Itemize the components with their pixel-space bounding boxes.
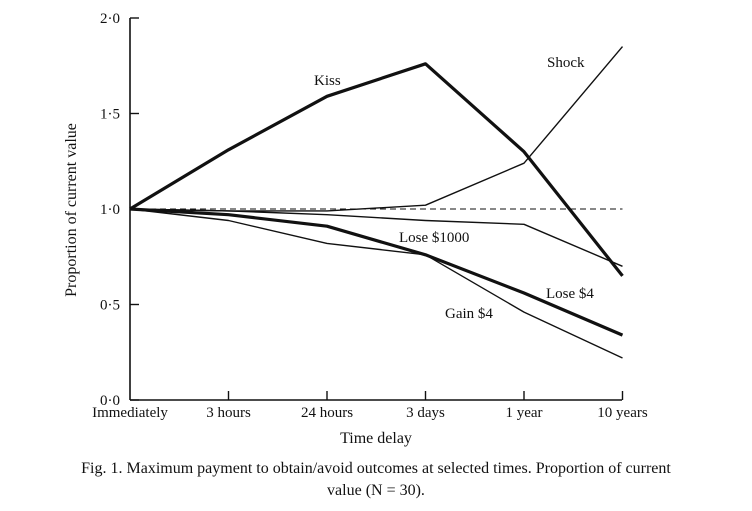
x-axis-title: Time delay: [340, 430, 412, 447]
y-tick-label-0: 0·0: [100, 393, 120, 409]
x-tick-label-10-years: 10 years: [597, 405, 648, 421]
x-tick-label-immediately: Immediately: [92, 405, 168, 421]
series-label-kiss: Kiss: [314, 73, 341, 89]
series-line-shock: [129, 46, 624, 212]
y-ticks: 0·0 0·5 1·0 1·5 2·0: [100, 11, 139, 409]
series-line-gain-4: [129, 208, 623, 359]
series-label-shock: Shock: [547, 55, 585, 71]
x-tick-label-1-year: 1 year: [505, 405, 542, 421]
figure-caption: Fig. 1. Maximum payment to obtain/avoid …: [0, 458, 752, 502]
series-label-lose-1000: Lose $1000: [399, 230, 469, 246]
y-axis-title: Proportion of current value: [63, 123, 80, 297]
series-label-gain-4: Gain $4: [445, 306, 493, 322]
caption-line-1: Fig. 1. Maximum payment to obtain/avoid …: [81, 460, 671, 477]
series-line-lose-1000: [129, 208, 623, 267]
series-label-lose-4: Lose $4: [546, 286, 594, 302]
series-line-kiss: [129, 62, 624, 277]
line-chart: 0·0 0·5 1·0 1·5 2·0 Immediately 3 hours 24 hou…: [63, 11, 648, 447]
caption-line-2: value (N = 30).: [327, 482, 425, 499]
y-tick-label-2: 1·0: [100, 202, 120, 218]
y-tick-label-4: 2·0: [100, 11, 120, 27]
series-line-lose-4: [129, 207, 624, 337]
x-tick-label-24-hours: 24 hours: [301, 405, 353, 421]
y-tick-label-1: 0·5: [100, 298, 120, 314]
x-tick-label-3-days: 3 days: [406, 405, 445, 421]
y-tick-label-3: 1·5: [100, 107, 120, 123]
x-ticks: Immediately 3 hours 24 hours 3 days 1 year 10…: [92, 391, 648, 421]
series-group: [129, 46, 624, 359]
x-tick-label-3-hours: 3 hours: [206, 405, 251, 421]
